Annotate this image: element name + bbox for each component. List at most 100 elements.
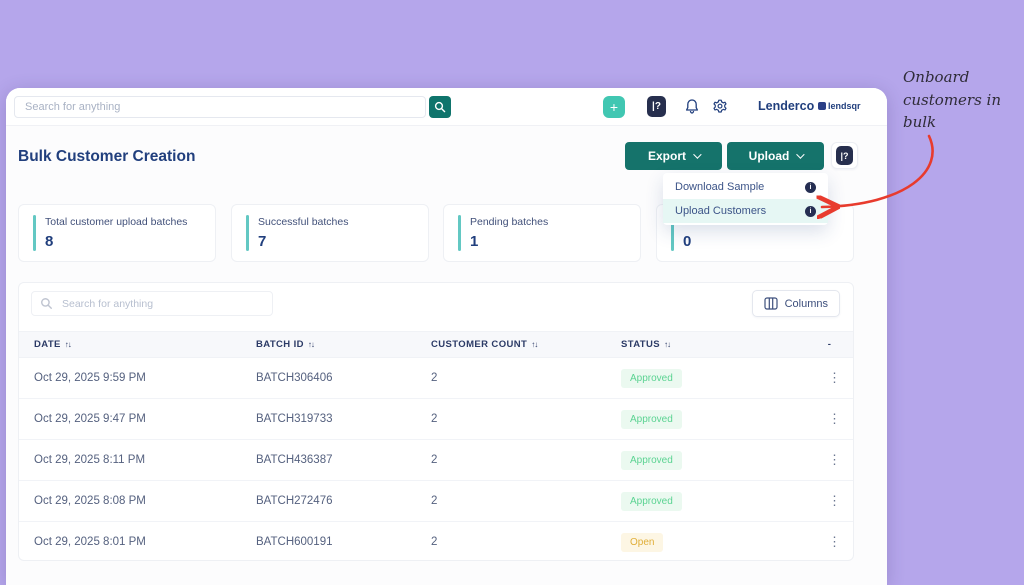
brand-logo: lendsqr — [818, 101, 861, 111]
annotation-text: Onboard customers in bulk — [903, 68, 1002, 131]
upload-button-label: Upload — [748, 149, 790, 163]
page-content: Bulk Customer Creation Export Upload |? … — [6, 126, 887, 585]
column-header-batch-id[interactable]: BATCH ID ↑↓ — [256, 339, 431, 350]
column-header-label: DATE — [34, 339, 61, 350]
status-badge: Approved — [621, 450, 682, 470]
docs-icon: |? — [647, 96, 666, 117]
row-customer-count: 2 — [431, 413, 438, 425]
row-customer-count: 2 — [431, 495, 438, 507]
chevron-down-icon — [693, 150, 702, 159]
batches-table-card: Columns DATE ↑↓ BATCH ID ↑↓ CUSTOMER COU… — [18, 282, 854, 561]
row-batch-id: BATCH272476 — [256, 495, 333, 507]
column-header-customer-count[interactable]: CUSTOMER COUNT ↑↓ — [431, 339, 621, 350]
table-body: Oct 29, 2025 9:59 PM BATCH306406 2 Appro… — [19, 358, 853, 560]
stat-label: Successful batches — [258, 216, 349, 228]
page-title: Bulk Customer Creation — [18, 148, 196, 165]
org-switcher[interactable]: Lenderco ▾ — [758, 99, 823, 113]
info-icon[interactable]: i — [805, 181, 816, 193]
kebab-icon[interactable]: ⋮ — [828, 452, 841, 467]
search-icon — [434, 101, 446, 113]
columns-button[interactable]: Columns — [751, 290, 840, 317]
upload-dropdown-menu: Download Sample i Upload Customers i — [663, 173, 828, 225]
export-button-label: Export — [647, 149, 686, 163]
chevron-down-icon — [796, 150, 805, 159]
kebab-icon[interactable]: ⋮ — [828, 370, 841, 385]
stat-accent-bar — [458, 215, 461, 251]
menu-item-label: Upload Customers — [675, 205, 767, 217]
status-badge: Approved — [621, 368, 682, 388]
stat-card-successful: Successful batches 7 — [231, 204, 429, 262]
settings-button[interactable] — [712, 98, 728, 117]
table-header-row: DATE ↑↓ BATCH ID ↑↓ CUSTOMER COUNT ↑↓ ST… — [19, 331, 853, 358]
stat-accent-bar — [246, 215, 249, 251]
docs-icon: |? — [836, 146, 853, 165]
row-date: Oct 29, 2025 8:08 PM — [34, 495, 146, 507]
table-row[interactable]: Oct 29, 2025 9:47 PM BATCH319733 2 Appro… — [19, 399, 853, 440]
brand-logo-text: lendsqr — [828, 101, 861, 111]
row-date: Oct 29, 2025 9:59 PM — [34, 372, 146, 384]
search-icon — [41, 298, 52, 309]
table-search-input[interactable] — [31, 291, 273, 316]
help-button[interactable]: |? — [831, 142, 858, 169]
kebab-icon[interactable]: ⋮ — [828, 411, 841, 426]
column-header-date[interactable]: DATE ↑↓ — [34, 339, 256, 350]
row-date: Oct 29, 2025 9:47 PM — [34, 413, 146, 425]
table-row[interactable]: Oct 29, 2025 8:01 PM BATCH600191 2 Open … — [19, 522, 853, 560]
stat-value: 8 — [45, 233, 54, 250]
table-row[interactable]: Oct 29, 2025 8:11 PM BATCH436387 2 Appro… — [19, 440, 853, 481]
row-batch-id: BATCH436387 — [256, 454, 333, 466]
stat-value: 0 — [683, 233, 692, 250]
notifications-button[interactable] — [684, 98, 700, 118]
column-header-label: - — [827, 339, 832, 350]
sort-icon[interactable]: ↑↓ — [64, 340, 72, 349]
columns-icon — [763, 297, 778, 310]
app-window: + |? Lenderco ▾ lendsqr Bulk Custom — [6, 88, 887, 585]
plus-icon: + — [609, 99, 619, 115]
stat-card-pending: Pending batches 1 — [443, 204, 641, 262]
row-date: Oct 29, 2025 8:01 PM — [34, 536, 146, 548]
row-batch-id: BATCH306406 — [256, 372, 333, 384]
column-header-status[interactable]: STATUS ↑↓ — [621, 339, 806, 350]
menu-item-upload-customers[interactable]: Upload Customers i — [663, 199, 828, 223]
sort-icon[interactable]: ↑↓ — [307, 340, 315, 349]
columns-button-label: Columns — [784, 297, 828, 310]
row-customer-count: 2 — [431, 536, 438, 548]
add-button[interactable]: + — [603, 96, 625, 118]
brand-logo-icon — [818, 102, 826, 110]
sort-icon[interactable]: ↑↓ — [531, 340, 538, 349]
upload-button[interactable]: Upload — [727, 142, 824, 170]
info-icon[interactable]: i — [805, 205, 816, 217]
bell-icon — [685, 99, 699, 114]
global-search-input[interactable] — [14, 96, 426, 118]
table-row[interactable]: Oct 29, 2025 9:59 PM BATCH306406 2 Appro… — [19, 358, 853, 399]
menu-item-download-sample[interactable]: Download Sample i — [663, 175, 828, 199]
row-customer-count: 2 — [431, 372, 438, 384]
row-customer-count: 2 — [431, 454, 438, 466]
kebab-icon[interactable]: ⋮ — [828, 534, 841, 549]
sort-icon[interactable]: ↑↓ — [664, 340, 671, 349]
column-header-actions: - — [806, 339, 853, 350]
stat-accent-bar — [671, 215, 674, 251]
status-badge: Open — [621, 532, 664, 552]
docs-button[interactable]: |? — [647, 96, 666, 117]
column-header-label: STATUS — [621, 339, 660, 350]
table-row[interactable]: Oct 29, 2025 8:08 PM BATCH272476 2 Appro… — [19, 481, 853, 522]
stat-accent-bar — [33, 215, 36, 251]
status-badge: Approved — [621, 409, 682, 429]
stat-label: Pending batches — [470, 216, 549, 228]
stat-card-total: Total customer upload batches 8 — [18, 204, 216, 262]
stat-value: 1 — [470, 233, 479, 250]
column-header-label: BATCH ID — [256, 339, 304, 350]
search-button[interactable] — [429, 96, 451, 118]
kebab-icon[interactable]: ⋮ — [828, 493, 841, 508]
status-badge: Approved — [621, 491, 682, 511]
row-date: Oct 29, 2025 8:11 PM — [34, 454, 146, 466]
stat-label: Total customer upload batches — [45, 216, 188, 228]
row-batch-id: BATCH319733 — [256, 413, 333, 425]
row-batch-id: BATCH600191 — [256, 536, 333, 548]
org-name: Lenderco — [758, 99, 815, 113]
column-header-label: CUSTOMER COUNT — [431, 339, 528, 350]
gear-icon — [713, 99, 727, 113]
export-button[interactable]: Export — [625, 142, 722, 170]
stat-value: 7 — [258, 233, 267, 250]
